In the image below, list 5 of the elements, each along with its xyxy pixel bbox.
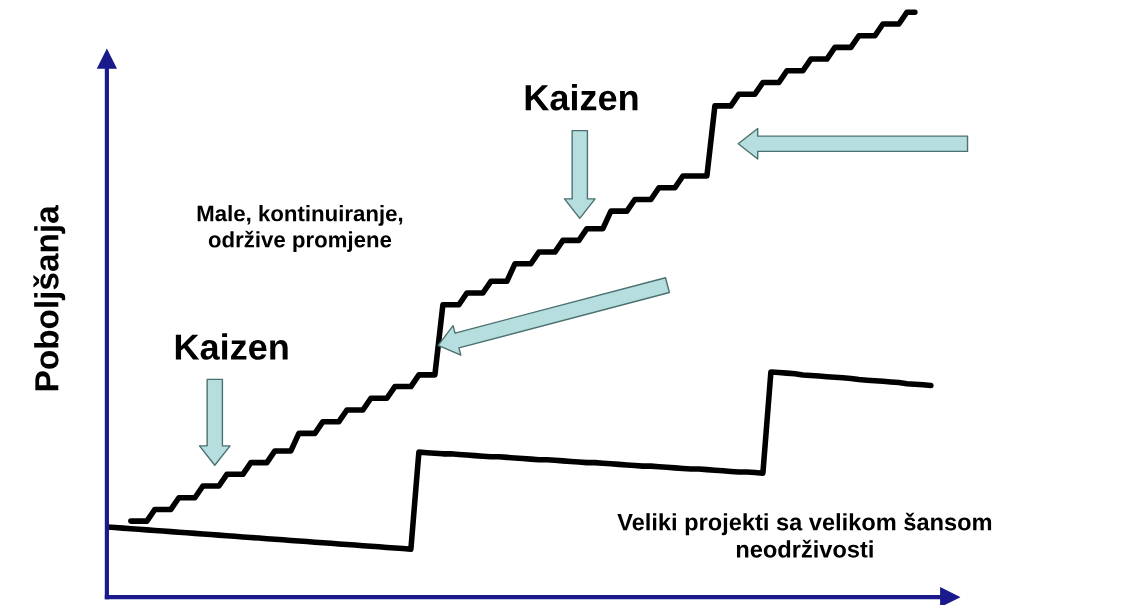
annotation: Kaizen [525,83,638,111]
annotation: Kaizen [175,333,288,360]
annotation: Male, kontinuiranje, održive promjene [197,205,403,252]
annotation: Veliki projekti sa velikom šansom neodrživosti [617,512,992,558]
y-axis-title: Poboljšanja [33,205,66,391]
